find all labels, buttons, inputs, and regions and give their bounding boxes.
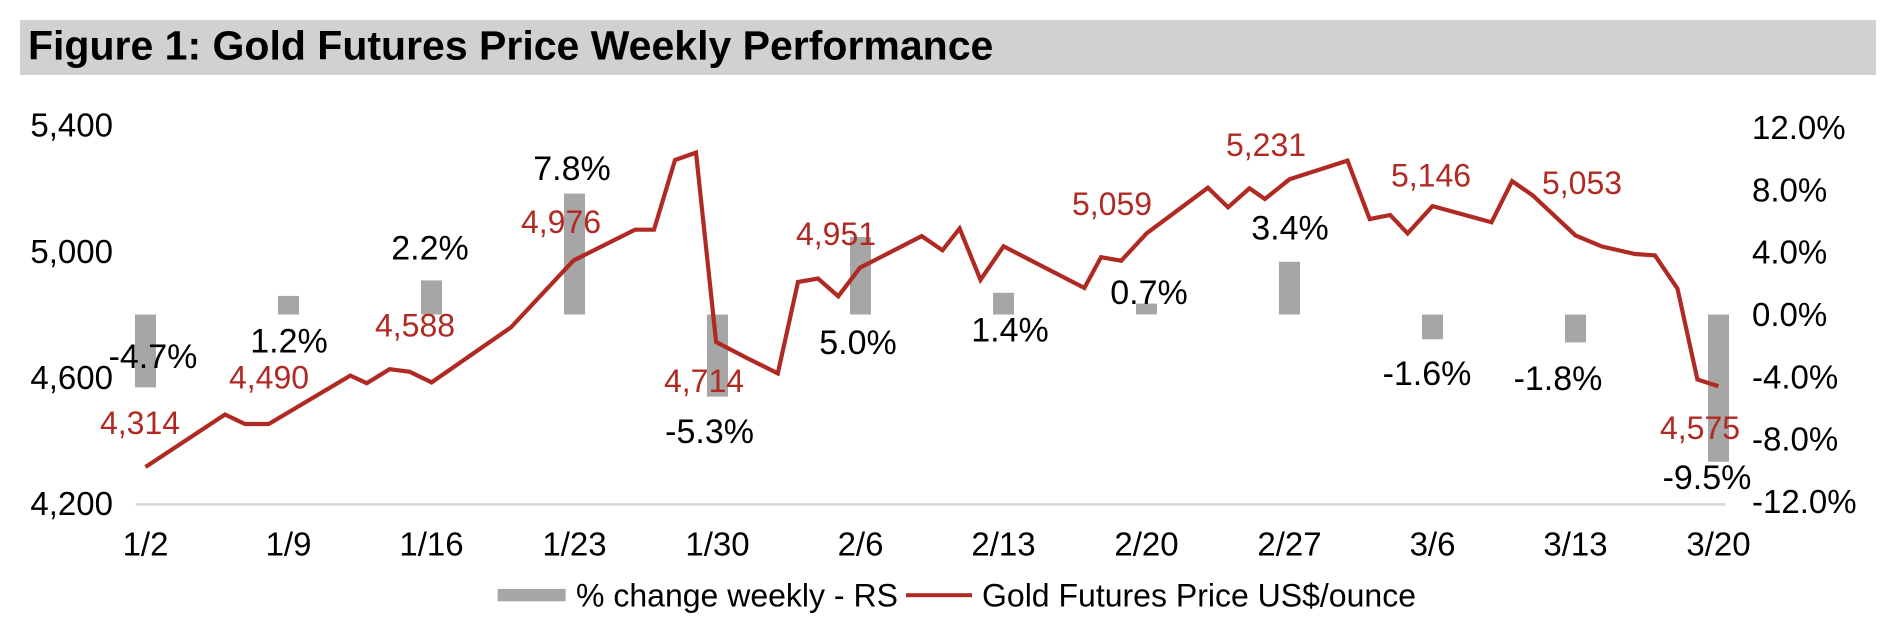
- svg-text:0.0%: 0.0%: [1752, 296, 1827, 333]
- svg-text:2.2%: 2.2%: [391, 230, 469, 268]
- svg-text:4,200: 4,200: [30, 485, 113, 522]
- svg-text:3/6: 3/6: [1410, 526, 1456, 563]
- svg-text:0.7%: 0.7%: [1110, 274, 1188, 312]
- svg-text:4,600: 4,600: [30, 359, 113, 396]
- svg-text:5,146: 5,146: [1391, 158, 1471, 194]
- svg-text:8.0%: 8.0%: [1752, 171, 1827, 208]
- svg-text:2/20: 2/20: [1114, 526, 1178, 563]
- svg-text:2/27: 2/27: [1257, 526, 1321, 563]
- svg-text:2/13: 2/13: [971, 526, 1035, 563]
- svg-text:4,588: 4,588: [375, 308, 455, 344]
- svg-text:-4.0%: -4.0%: [1752, 358, 1838, 395]
- svg-text:5,231: 5,231: [1226, 127, 1306, 163]
- svg-text:7.8%: 7.8%: [533, 150, 611, 188]
- svg-text:3/20: 3/20: [1686, 526, 1750, 563]
- svg-text:-5.3%: -5.3%: [665, 413, 754, 451]
- svg-text:1.4%: 1.4%: [971, 312, 1049, 350]
- svg-text:5.0%: 5.0%: [819, 324, 897, 362]
- svg-text:12.0%: 12.0%: [1752, 109, 1846, 146]
- svg-text:1.2%: 1.2%: [250, 323, 328, 361]
- svg-text:-1.8%: -1.8%: [1514, 360, 1603, 398]
- svg-text:4,714: 4,714: [664, 363, 744, 399]
- svg-text:4,575: 4,575: [1660, 410, 1740, 446]
- svg-text:3.4%: 3.4%: [1251, 210, 1329, 248]
- svg-text:4,314: 4,314: [100, 405, 180, 441]
- svg-text:5,000: 5,000: [30, 233, 113, 270]
- svg-text:4,976: 4,976: [521, 204, 601, 240]
- svg-text:Gold Futures Price US$/ounce: Gold Futures Price US$/ounce: [982, 578, 1416, 614]
- svg-text:1/2: 1/2: [123, 526, 169, 563]
- svg-text:-1.6%: -1.6%: [1383, 355, 1472, 393]
- svg-text:4,951: 4,951: [796, 216, 876, 252]
- svg-text:1/23: 1/23: [542, 526, 606, 563]
- svg-text:5,053: 5,053: [1542, 165, 1622, 201]
- svg-text:5,400: 5,400: [30, 107, 113, 144]
- svg-text:1/9: 1/9: [266, 526, 312, 563]
- svg-text:1/16: 1/16: [399, 526, 463, 563]
- svg-text:2/6: 2/6: [838, 526, 884, 563]
- svg-text:5,059: 5,059: [1072, 186, 1152, 222]
- svg-text:4.0%: 4.0%: [1752, 234, 1827, 271]
- svg-text:3/13: 3/13: [1543, 526, 1607, 563]
- svg-text:% change weekly - RS: % change weekly - RS: [576, 578, 898, 614]
- svg-text:4,490: 4,490: [229, 360, 309, 396]
- svg-text:-12.0%: -12.0%: [1752, 483, 1857, 520]
- svg-text:-9.5%: -9.5%: [1663, 459, 1752, 497]
- svg-text:1/30: 1/30: [685, 526, 749, 563]
- svg-text:-8.0%: -8.0%: [1752, 421, 1838, 458]
- svg-text:-4.7%: -4.7%: [109, 338, 198, 376]
